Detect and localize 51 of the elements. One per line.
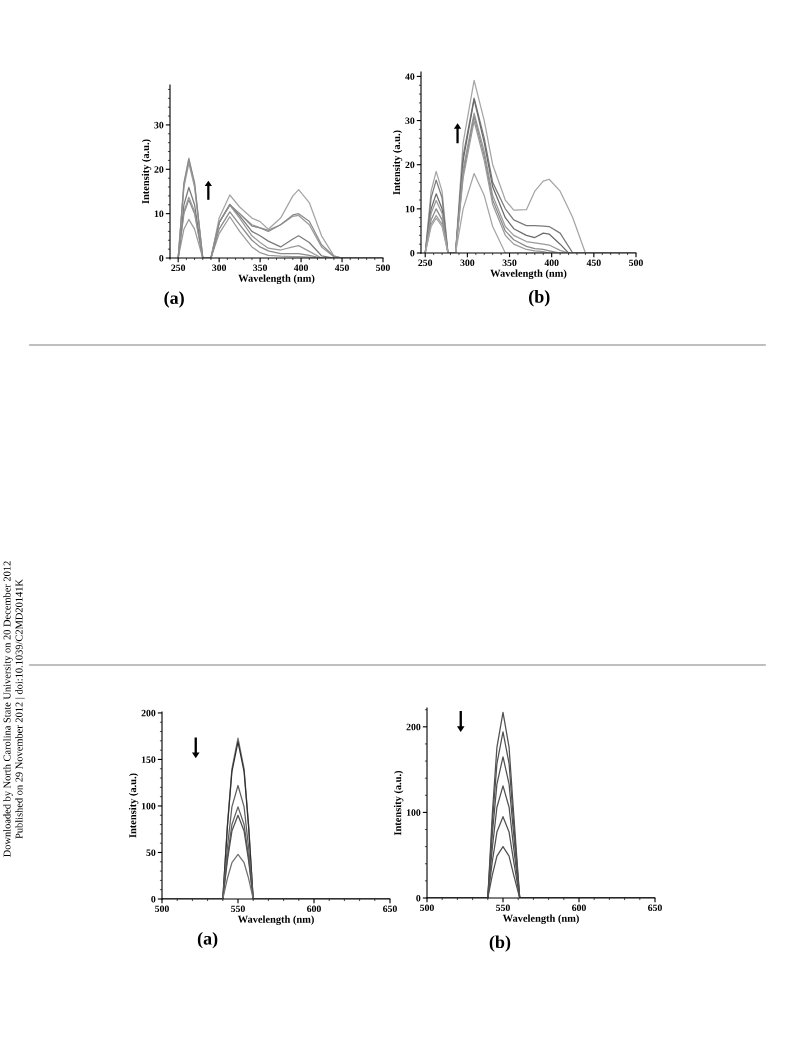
text: Downloaded by North Carolina State University on 20 December 2012 [3, 561, 13, 857]
text: (b) [489, 935, 511, 952]
y-tick-label: 30 [154, 121, 164, 129]
y-tick-label: 20 [405, 161, 415, 169]
text: (b) [529, 290, 550, 307]
y-tick-label: 0 [416, 894, 421, 902]
y-axis-title: Intensity (a.u.) [392, 130, 403, 195]
x-tick-label: 500 [155, 905, 169, 913]
x-tick-label: 250 [418, 259, 433, 267]
y-tick-label: 200 [141, 709, 156, 717]
x-tick-label: 300 [460, 259, 475, 267]
y-tick-label: 10 [405, 205, 415, 213]
x-tick-label: 350 [253, 264, 268, 272]
x-tick-label: 400 [293, 264, 308, 272]
y-tick-label: 100 [406, 809, 421, 816]
y-tick-label: 10 [154, 210, 164, 218]
x-axis-title: Wavelength (nm) [238, 274, 315, 284]
x-tick-label: 650 [383, 905, 397, 913]
text: (a) [164, 291, 184, 308]
y-tick-label: 30 [405, 117, 415, 125]
y-tick-label: 150 [141, 756, 156, 763]
x-tick-label: 550 [496, 904, 510, 912]
x-tick-label: 450 [586, 259, 601, 267]
x-axis-title: Wavelength (nm) [490, 269, 567, 279]
x-tick-label: 400 [544, 259, 559, 267]
x-tick-label: 550 [231, 905, 245, 913]
y-tick-label: 40 [405, 73, 415, 80]
x-tick-label: 600 [572, 904, 586, 912]
x-axis-title: Wavelength (nm) [502, 914, 579, 924]
y-tick-label: 0 [159, 254, 164, 262]
x-tick-label: 300 [212, 264, 227, 272]
x-tick-label: 650 [648, 904, 662, 912]
y-tick-label: 0 [151, 895, 156, 903]
x-tick-label: 600 [307, 905, 321, 913]
x-tick-label: 500 [629, 259, 643, 267]
y-tick-label: 0 [410, 249, 415, 257]
y-tick-label: 100 [141, 802, 156, 810]
y-axis-title: Intensity (a.u.) [141, 139, 152, 204]
x-tick-label: 450 [334, 264, 349, 272]
y-axis-title: Intensity (a.u.) [393, 770, 404, 836]
x-tick-label: 500 [376, 264, 390, 272]
y-tick-label: 200 [406, 723, 421, 731]
text: (a) [197, 931, 218, 949]
y-axis-title: Intensity (a.u.) [128, 773, 139, 838]
y-tick-label: 20 [154, 166, 164, 173]
x-tick-label: 350 [502, 259, 517, 267]
text: Published on 29 November 2012 | doi:10.1039/C2MD20141K [15, 579, 25, 839]
x-tick-label: 250 [171, 264, 186, 272]
y-tick-label: 50 [146, 849, 156, 856]
x-tick-label: 500 [420, 904, 434, 912]
x-axis-title: Wavelength (nm) [237, 915, 314, 925]
